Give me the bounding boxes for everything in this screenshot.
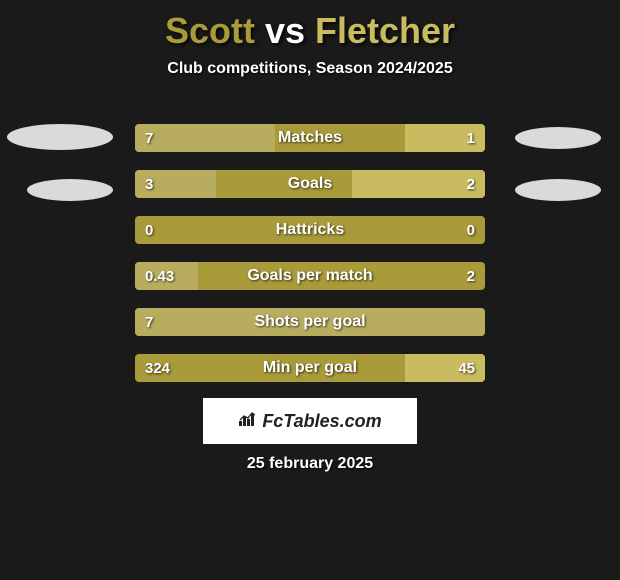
stat-value-right: 45 <box>458 354 475 382</box>
stat-label: Min per goal <box>135 354 485 382</box>
chart-icon <box>238 411 258 432</box>
stat-row: 324Min per goal45 <box>135 354 485 382</box>
stat-value-right: 2 <box>467 170 475 198</box>
date-label: 25 february 2025 <box>0 455 620 473</box>
decorative-ellipse <box>7 124 113 150</box>
stat-row: 0Hattricks0 <box>135 216 485 244</box>
decorative-ellipse <box>515 127 601 149</box>
page-title: Scott vs Fletcher <box>0 0 620 52</box>
stat-label: Hattricks <box>135 216 485 244</box>
stat-row: 3Goals2 <box>135 170 485 198</box>
comparison-chart: 7Matches1 3Goals2 0Hattricks0 0.43Goals per… <box>135 124 485 400</box>
logo-text: FcTables.com <box>262 411 381 432</box>
stat-label: Goals per match <box>135 262 485 290</box>
stat-value-right: 1 <box>467 124 475 152</box>
title-player1: Scott <box>165 10 255 51</box>
decorative-ellipse <box>27 179 113 201</box>
stat-label: Shots per goal <box>135 308 485 336</box>
stat-row: 0.43Goals per match2 <box>135 262 485 290</box>
decorative-ellipse <box>515 179 601 201</box>
title-player2: Fletcher <box>315 10 455 51</box>
stat-label: Matches <box>135 124 485 152</box>
stat-value-right: 2 <box>467 262 475 290</box>
logo: FcTables.com <box>238 411 381 432</box>
title-vs: vs <box>255 10 315 51</box>
stat-row: 7Matches1 <box>135 124 485 152</box>
logo-box: FcTables.com <box>203 398 417 444</box>
stat-value-right: 0 <box>467 216 475 244</box>
page-subtitle: Club competitions, Season 2024/2025 <box>0 60 620 78</box>
stat-label: Goals <box>135 170 485 198</box>
stat-row: 7Shots per goal <box>135 308 485 336</box>
